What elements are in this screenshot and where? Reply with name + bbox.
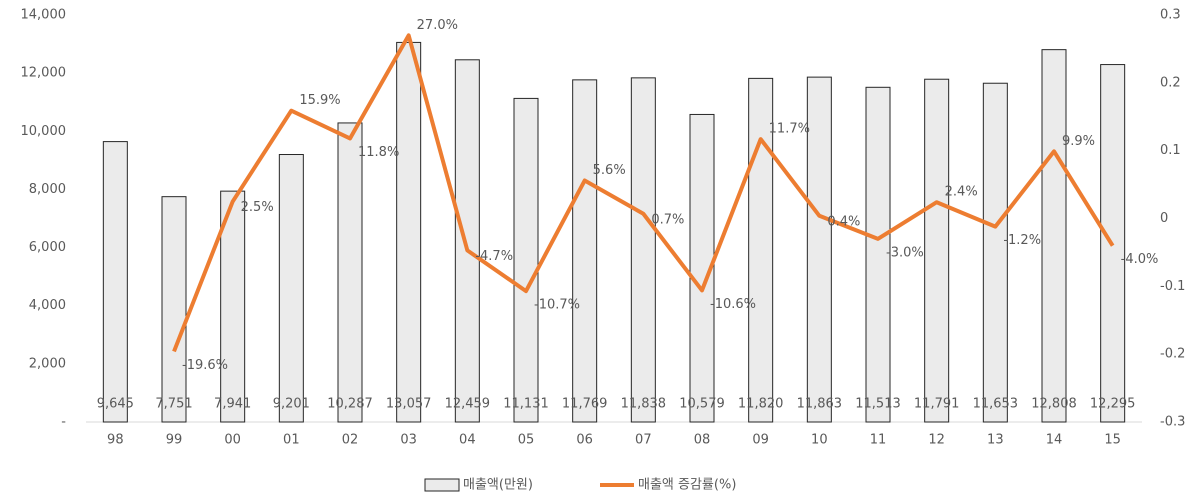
- y-tick-label: 6,000: [29, 240, 66, 255]
- line-value-label: -10.7%: [534, 298, 580, 313]
- bar-value-label: 11,863: [797, 397, 843, 412]
- y-tick-label: 12,000: [21, 66, 67, 81]
- bar: [748, 77, 774, 423]
- line-value-label: 27.0%: [417, 18, 458, 33]
- bar: [278, 154, 304, 423]
- bar-value-label: 11,769: [562, 397, 608, 412]
- bar: [1041, 49, 1067, 423]
- y-tick-label: -: [61, 415, 66, 430]
- x-tick-label: 98: [107, 433, 124, 448]
- x-tick-label: 03: [400, 433, 417, 448]
- y-tick-label: 10,000: [21, 124, 67, 139]
- line-value-label: -10.6%: [710, 297, 756, 312]
- bar: [454, 59, 480, 423]
- line-value-label: 11.8%: [358, 145, 399, 160]
- bar: [513, 97, 539, 423]
- bar: [572, 79, 598, 423]
- legend-label: 매출액 증감률(%): [638, 478, 736, 493]
- y2-tick-label: -0.1: [1160, 279, 1185, 294]
- bar-value-label: 10,287: [327, 397, 373, 412]
- x-tick-label: 08: [694, 433, 711, 448]
- x-tick-label: 99: [166, 433, 183, 448]
- bar: [220, 190, 246, 423]
- bar-value-label: 10,579: [679, 397, 725, 412]
- bar: [630, 77, 656, 423]
- bar-value-label: 12,459: [445, 397, 491, 412]
- bar-value-label: 9,201: [273, 397, 310, 412]
- line: [172, 33, 1115, 353]
- x-tick-label: 06: [576, 433, 593, 448]
- x-tick-label: 07: [635, 433, 652, 448]
- y2-tick-label: 0.2: [1160, 75, 1181, 90]
- bar-value-label: 11,131: [503, 397, 549, 412]
- bar: [161, 196, 187, 423]
- x-tick-label: 10: [811, 433, 828, 448]
- bar-value-label: 11,820: [738, 397, 784, 412]
- line-value-label: 9.9%: [1062, 134, 1095, 149]
- bar-value-label: 12,295: [1090, 397, 1136, 412]
- x-tick-label: 13: [987, 433, 1004, 448]
- line-value-label: 0.7%: [651, 212, 684, 227]
- bar: [337, 122, 363, 423]
- bar-value-label: 12,808: [1031, 397, 1077, 412]
- bar: [865, 86, 891, 423]
- bar-value-label: 11,791: [914, 397, 960, 412]
- legend-label: 매출액(만원): [463, 478, 533, 493]
- x-tick-label: 15: [1104, 433, 1121, 448]
- x-tick-label: 11: [870, 433, 887, 448]
- line-value-label: 2.5%: [241, 200, 274, 215]
- x-tick-label: 09: [752, 433, 769, 448]
- x-tick-label: 02: [342, 433, 359, 448]
- y2-tick-label: 0: [1160, 211, 1168, 226]
- line-value-label: -4.7%: [475, 249, 513, 264]
- y2-tick-label: 0.1: [1160, 143, 1181, 158]
- line-value-label: -19.6%: [182, 358, 228, 373]
- y-tick-label: 2,000: [29, 356, 66, 371]
- x-tick-label: 05: [518, 433, 535, 448]
- line-value-label: 11.7%: [769, 122, 810, 137]
- line-value-label: 0.4%: [827, 214, 860, 229]
- bar: [982, 82, 1008, 423]
- line-value-label: 2.4%: [945, 185, 978, 200]
- bar-value-label: 7,941: [214, 397, 251, 412]
- line-value-label: 5.6%: [593, 163, 626, 178]
- line-value-label: 15.9%: [299, 93, 340, 108]
- x-tick-label: 01: [283, 433, 300, 448]
- bar-value-label: 11,838: [621, 397, 667, 412]
- bar: [806, 76, 832, 423]
- bar-value-label: 11,513: [855, 397, 901, 412]
- x-tick-label: 04: [459, 433, 476, 448]
- x-tick-label: 14: [1046, 433, 1063, 448]
- bar: [924, 78, 950, 423]
- y-tick-label: 8,000: [29, 182, 66, 197]
- bar-value-label: 9,645: [97, 397, 134, 412]
- bar-value-label: 7,751: [155, 397, 192, 412]
- x-tick-label: 00: [224, 433, 241, 448]
- bar-value-label: 11,653: [973, 397, 1019, 412]
- bar-value-label: 13,057: [386, 397, 432, 412]
- bar: [396, 41, 422, 423]
- line-value-label: -4.0%: [1121, 252, 1159, 267]
- line-value-label: -3.0%: [886, 245, 924, 260]
- y2-tick-label: -0.2: [1160, 347, 1185, 362]
- y2-tick-label: 0.3: [1160, 8, 1181, 23]
- x-tick-label: 12: [928, 433, 945, 448]
- bar: [102, 141, 128, 423]
- legend-swatch: [424, 478, 460, 492]
- line-value-label: -1.2%: [1003, 233, 1041, 248]
- y-tick-label: 14,000: [21, 8, 67, 23]
- y2-tick-label: -0.3: [1160, 415, 1185, 430]
- y-tick-label: 4,000: [29, 298, 66, 313]
